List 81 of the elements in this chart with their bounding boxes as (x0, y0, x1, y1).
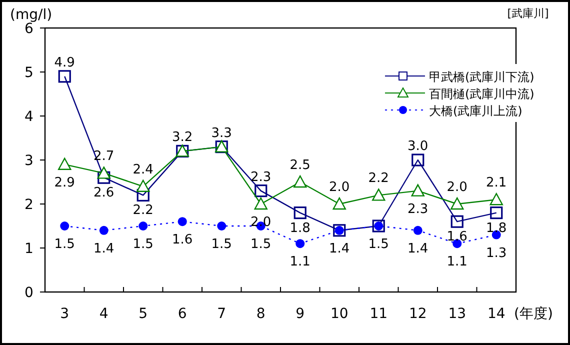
point (99, 226, 108, 235)
point (372, 188, 386, 201)
data-label: 1.3 (486, 246, 507, 261)
data-label: 1.4 (94, 241, 114, 256)
data-label: 3.2 (172, 130, 193, 146)
data-label: 1.5 (250, 237, 272, 252)
data-label: 1.4 (329, 241, 350, 256)
point (411, 184, 424, 196)
data-label: 3.0 (408, 139, 428, 154)
x-tick-label: 3 (60, 306, 70, 322)
point (136, 188, 150, 202)
y-tick-label: 6 (24, 21, 34, 37)
point (178, 217, 187, 226)
point (60, 222, 70, 230)
x-tick-label: 14 (487, 306, 506, 322)
data-label: 4.9 (54, 55, 75, 70)
data-label: 1.1 (446, 254, 468, 270)
point (97, 166, 110, 179)
point (294, 206, 306, 220)
legend-label: 百間樋(武庫川中流) (429, 87, 534, 101)
data-label: 2.3 (250, 170, 272, 185)
point (58, 70, 71, 83)
data-label: 1.6 (172, 232, 193, 248)
data-label: 1.5 (54, 237, 75, 252)
data-label: 2.5 (290, 158, 310, 173)
y-tick-label: 0 (24, 285, 34, 301)
data-label: 1.4 (408, 241, 428, 256)
y-tick-label: 4 (24, 109, 34, 125)
x-tick-label: 8 (256, 306, 266, 322)
point (138, 222, 148, 230)
point (412, 154, 424, 166)
point (254, 197, 268, 210)
x-tick-label: 4 (99, 306, 108, 322)
data-label: 1.8 (290, 220, 310, 236)
data-label: 3.3 (211, 126, 232, 141)
point (294, 175, 307, 188)
point (58, 158, 72, 170)
point (98, 171, 110, 184)
x-tick-label: 6 (178, 306, 187, 322)
y-axis-title: (mg/l) (10, 7, 52, 23)
y-tick-label: 2 (24, 197, 34, 213)
x-axis-title: (年度) (514, 306, 553, 322)
data-label: 1.6 (446, 230, 468, 245)
data-label: 1.5 (368, 237, 389, 252)
point (490, 206, 503, 220)
x-tick-label: 7 (217, 306, 226, 322)
data-label: 2.2 (368, 171, 389, 186)
data-label: 1.5 (132, 237, 154, 252)
point (450, 215, 464, 228)
point (413, 226, 422, 235)
x-tick-label: 12 (408, 306, 427, 322)
legend-label: 大橋(武庫川上流) (429, 104, 522, 118)
data-label: 2.9 (54, 175, 75, 190)
data-label: 2.0 (250, 215, 272, 230)
point (296, 239, 305, 248)
data-label: 2.3 (408, 202, 428, 217)
data-label: 1.8 (486, 220, 507, 236)
x-tick-label: 10 (330, 306, 348, 322)
data-label: 2.4 (132, 162, 154, 178)
x-tick-label: 9 (296, 306, 305, 322)
x-tick-label: 13 (448, 306, 466, 322)
point (217, 222, 226, 230)
x-tick-label: 5 (138, 306, 148, 322)
point (136, 180, 150, 192)
legend-label: 甲武橋(武庫川下流) (429, 70, 534, 84)
data-label: 1.1 (290, 254, 310, 270)
y-tick-label: 1 (24, 241, 34, 257)
chart-subtitle: [武庫川] (507, 7, 549, 20)
data-label: 2.2 (132, 203, 154, 218)
data-label: 2.1 (486, 176, 507, 191)
y-tick-label: 3 (24, 153, 34, 169)
data-label: 1.5 (211, 237, 232, 252)
data-label: 2.0 (329, 180, 350, 195)
x-tick-label: 11 (370, 306, 388, 322)
point (450, 197, 464, 210)
y-tick-label: 5 (24, 65, 34, 81)
data-label: 2.0 (446, 180, 468, 195)
data-label: 2.6 (94, 186, 114, 201)
point (490, 193, 503, 206)
point (254, 184, 268, 198)
point (332, 197, 346, 210)
